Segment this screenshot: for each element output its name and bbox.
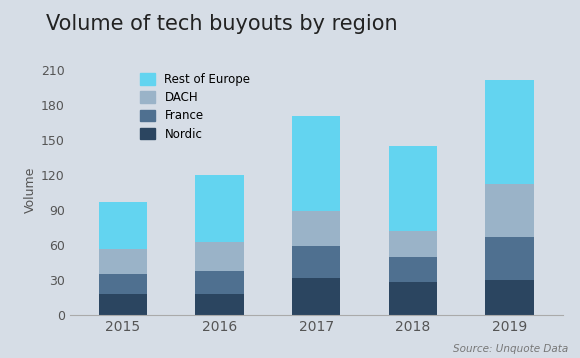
Bar <box>292 278 340 315</box>
Bar <box>195 294 244 315</box>
Bar <box>99 202 147 248</box>
Bar <box>389 257 437 282</box>
Bar <box>389 146 437 231</box>
Bar <box>485 280 534 315</box>
Bar <box>485 184 534 237</box>
Bar <box>99 274 147 294</box>
Bar <box>195 271 244 294</box>
Text: Source: Unquote Data: Source: Unquote Data <box>453 344 568 354</box>
Bar <box>195 175 244 242</box>
Legend: Rest of Europe, DACH, France, Nordic: Rest of Europe, DACH, France, Nordic <box>140 73 251 141</box>
Text: Volume of tech buyouts by region: Volume of tech buyouts by region <box>46 14 398 34</box>
Bar <box>485 237 534 280</box>
Bar <box>99 294 147 315</box>
Bar <box>389 282 437 315</box>
Bar <box>195 242 244 271</box>
Bar <box>292 211 340 246</box>
Bar <box>99 248 147 274</box>
Y-axis label: Volume: Volume <box>24 166 37 213</box>
Bar <box>292 246 340 278</box>
Bar <box>485 79 534 184</box>
Bar <box>292 116 340 211</box>
Bar <box>389 231 437 257</box>
